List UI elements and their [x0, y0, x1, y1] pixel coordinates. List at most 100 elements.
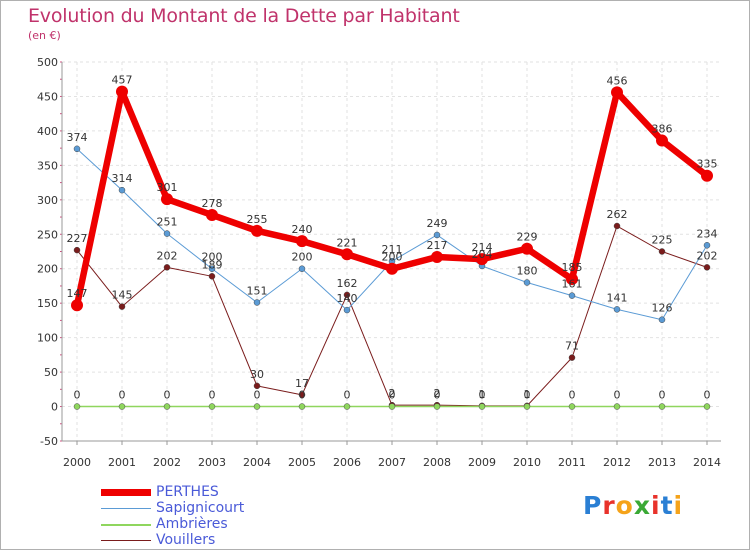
data-label-perthes: 278 — [202, 197, 223, 210]
x-tick-label: 2008 — [423, 456, 451, 469]
data-label-sapignicourt: 200 — [202, 251, 223, 264]
chart-title: Evolution du Montant de la Dette par Hab… — [28, 5, 460, 27]
data-label-perthes: 214 — [472, 241, 493, 254]
data-point-perthes — [476, 253, 488, 266]
data-point-sapignicourt — [658, 316, 666, 323]
data-label-vouillers: 2 — [434, 387, 441, 400]
data-label-sapignicourt: 140 — [337, 292, 358, 305]
data-point-ambrieres — [613, 403, 621, 410]
data-label-vouillers: 30 — [250, 368, 264, 381]
data-label-sapignicourt: 249 — [427, 217, 448, 230]
data-label-ambrieres: 0 — [479, 389, 486, 402]
data-label-ambrieres: 0 — [164, 389, 171, 402]
data-point-sapignicourt — [163, 230, 171, 237]
y-tick-label: 100 — [37, 332, 58, 345]
y-tick-label: -50 — [40, 435, 58, 448]
data-label-vouillers: 162 — [337, 277, 358, 290]
legend-label-perthes: PERTHES — [156, 484, 219, 500]
data-label-vouillers: 202 — [697, 249, 718, 262]
data-point-vouillers — [163, 264, 171, 271]
logo-letter: r — [602, 491, 616, 520]
data-point-ambrieres — [73, 403, 81, 410]
data-label-perthes: 457 — [112, 74, 133, 87]
data-point-vouillers — [118, 303, 126, 310]
data-label-vouillers: 202 — [157, 249, 178, 262]
data-point-vouillers — [343, 291, 351, 299]
data-label-sapignicourt: 374 — [67, 131, 88, 144]
data-point-sapignicourt — [613, 306, 621, 313]
data-point-ambrieres — [523, 403, 531, 410]
data-point-sapignicourt — [568, 292, 576, 299]
y-tick-label: 400 — [37, 125, 58, 138]
series-layer — [71, 85, 713, 410]
legend-label-vouillers: Vouillers — [156, 532, 216, 548]
data-label-ambrieres: 0 — [299, 389, 306, 402]
data-point-ambrieres — [478, 403, 486, 410]
data-point-ambrieres — [208, 403, 216, 410]
data-point-ambrieres — [163, 403, 171, 410]
x-tick-label: 2007 — [378, 456, 406, 469]
x-tick-label: 2010 — [513, 456, 541, 469]
data-label-vouillers: 225 — [652, 234, 673, 247]
legend-swatch-perthes — [101, 489, 151, 496]
data-label-vouillers: 17 — [295, 377, 309, 390]
logo-letter: P — [583, 491, 603, 520]
data-point-perthes — [521, 242, 533, 255]
data-label-ambrieres: 0 — [254, 389, 261, 402]
y-tick-label: 300 — [37, 194, 58, 207]
data-label-sapignicourt: 211 — [382, 243, 403, 256]
data-label-perthes: 229 — [517, 231, 538, 244]
data-point-sapignicourt — [433, 231, 441, 239]
logo-letter: t — [660, 491, 674, 520]
legend-item-perthes: PERTHES — [101, 484, 361, 501]
legend-label-sapignicourt: Sapignicourt — [156, 500, 245, 516]
data-label-vouillers: 1 — [524, 388, 531, 401]
data-point-ambrieres — [658, 403, 666, 410]
data-label-perthes: 255 — [247, 213, 268, 226]
data-label-ambrieres: 0 — [389, 389, 396, 402]
data-label-sapignicourt: 151 — [247, 284, 268, 297]
data-point-perthes — [431, 251, 443, 264]
data-label-ambrieres: 0 — [524, 389, 531, 402]
data-label-perthes: 147 — [67, 287, 88, 300]
x-tick-label: 2006 — [333, 456, 361, 469]
data-point-perthes — [71, 299, 83, 312]
legend-item-sapignicourt: Sapignicourt — [101, 500, 361, 517]
data-point-vouillers — [298, 391, 306, 399]
logo-letter: i — [673, 491, 684, 520]
data-label-perthes: 240 — [292, 223, 313, 236]
x-tick-label: 2001 — [108, 456, 136, 469]
data-point-vouillers — [703, 264, 711, 271]
data-point-ambrieres — [253, 403, 261, 410]
y-tick-label: 200 — [37, 263, 58, 276]
data-label-perthes: 217 — [427, 239, 448, 252]
data-point-sapignicourt — [343, 306, 351, 314]
data-point-vouillers — [73, 246, 81, 254]
x-tick-label: 2011 — [558, 456, 586, 469]
data-point-vouillers — [253, 382, 261, 390]
data-point-vouillers — [613, 222, 621, 230]
data-point-sapignicourt — [73, 145, 81, 153]
chart-subtitle: (en €) — [28, 29, 61, 42]
y-tick-label: 150 — [37, 297, 58, 310]
data-label-perthes: 301 — [157, 181, 178, 194]
data-label-vouillers: 189 — [202, 258, 223, 271]
x-tick-label: 2002 — [153, 456, 181, 469]
legend-swatch-vouillers — [101, 540, 151, 541]
data-point-perthes — [386, 262, 398, 275]
data-point-sapignicourt — [253, 299, 261, 306]
data-point-ambrieres — [388, 403, 396, 410]
data-label-perthes: 335 — [697, 158, 718, 171]
x-tick-label: 2013 — [648, 456, 676, 469]
data-point-perthes — [566, 273, 578, 286]
data-label-ambrieres: 0 — [704, 389, 711, 402]
data-point-sapignicourt — [703, 242, 711, 249]
data-point-sapignicourt — [118, 186, 126, 194]
data-label-sapignicourt: 126 — [652, 302, 673, 315]
data-point-ambrieres — [703, 403, 711, 410]
data-point-perthes — [251, 224, 263, 237]
data-point-vouillers — [208, 273, 216, 280]
